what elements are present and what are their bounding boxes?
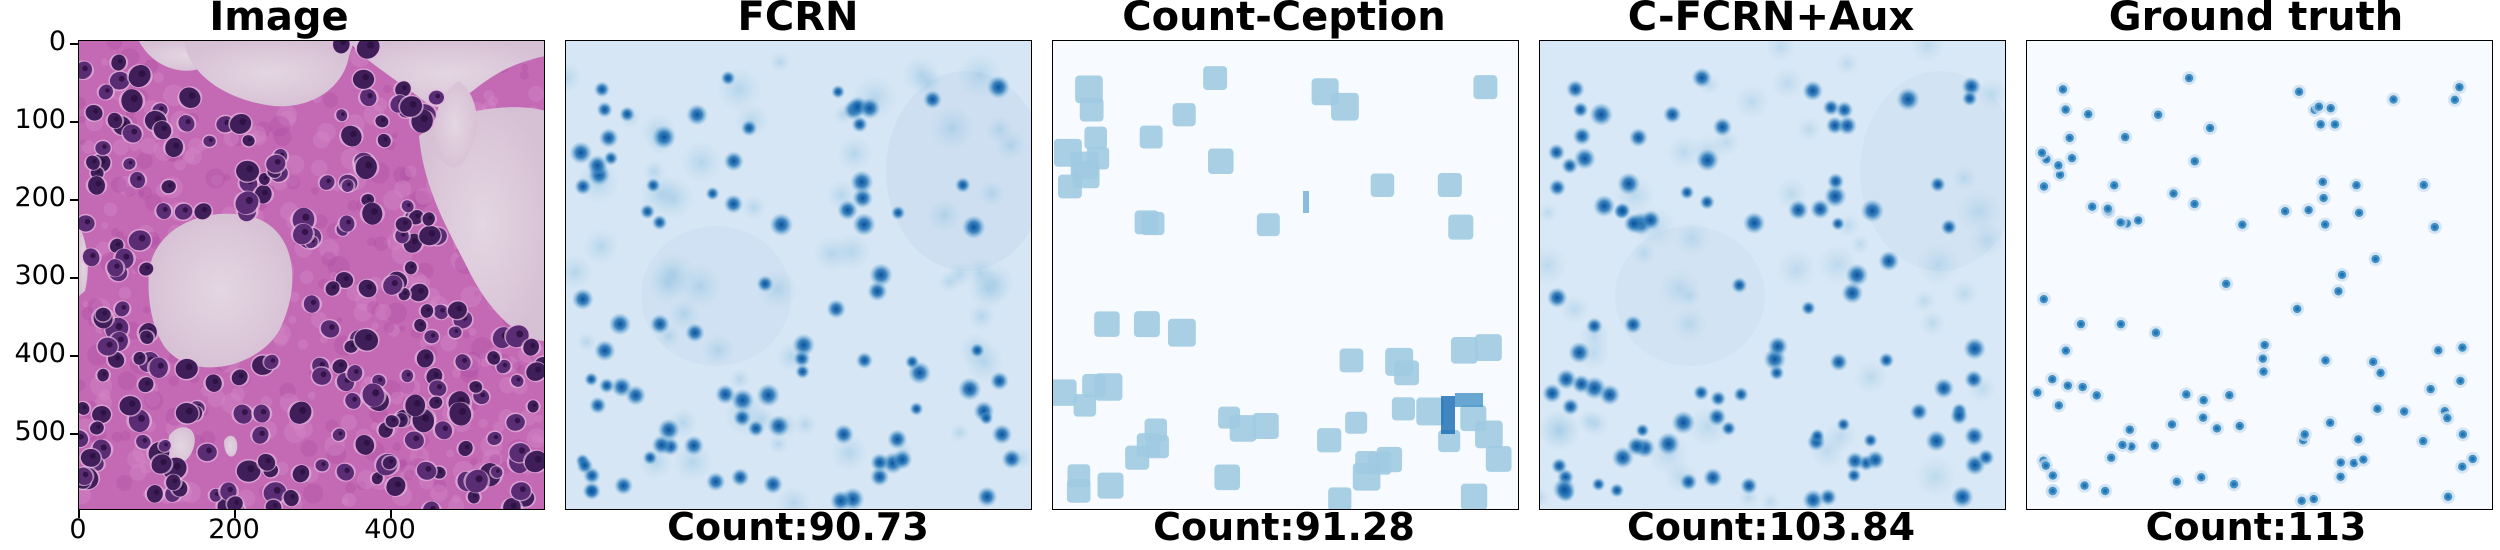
ground-truth-map-panel xyxy=(2026,40,2493,510)
cell-nuclei xyxy=(79,41,544,509)
ground-truth-dots xyxy=(2030,71,2480,508)
fcrn-density-map-panel xyxy=(565,40,1032,510)
y-tickmark xyxy=(70,199,78,201)
count-fcrn: Count:90.73 xyxy=(667,505,929,549)
x-tick-0: 0 xyxy=(69,514,87,545)
panel-title-countception: Count-Ception xyxy=(1122,0,1446,40)
y-tickmark xyxy=(70,355,78,357)
y-tick-300: 300 xyxy=(14,260,66,291)
y-tick-500: 500 xyxy=(14,416,66,447)
x-tickmark xyxy=(234,510,236,518)
countception-map-panel xyxy=(1052,40,1519,510)
panel-title-cfcrn-aux: C-FCRN+Aux xyxy=(1627,0,1915,40)
y-tickmark xyxy=(70,43,78,45)
countception-map xyxy=(1053,41,1518,509)
microscopy-image xyxy=(79,41,544,509)
y-tick-100: 100 xyxy=(14,104,66,135)
count-ground-truth: Count:113 xyxy=(2145,505,2367,549)
y-tickmark xyxy=(70,433,78,435)
fcrn-density-blobs xyxy=(566,51,1031,509)
y-tick-200: 200 xyxy=(14,182,66,213)
x-tick-200: 200 xyxy=(208,514,260,545)
panel-title-fcrn: FCRN xyxy=(737,0,859,40)
x-tickmark xyxy=(78,510,80,518)
y-tick-400: 400 xyxy=(14,338,66,369)
cfcrn-aux-density-blobs xyxy=(1540,41,2005,509)
count-cfcrn-aux: Count:103.84 xyxy=(1626,505,1916,549)
x-tickmark xyxy=(390,510,392,518)
ground-truth-map xyxy=(2027,41,2492,509)
panel-title-image: Image xyxy=(209,0,349,40)
y-tick-0: 0 xyxy=(48,26,66,57)
x-tick-400: 400 xyxy=(364,514,416,545)
countception-count-boxes xyxy=(1053,66,1512,509)
panel-title-ground-truth: Ground truth xyxy=(2108,0,2404,40)
cfcrn-aux-density-map xyxy=(1540,41,2005,509)
cfcrn-aux-density-map-panel xyxy=(1539,40,2006,510)
count-countception: Count:91.28 xyxy=(1153,505,1415,549)
fcrn-density-map xyxy=(566,41,1031,509)
microscopy-image-panel xyxy=(78,40,545,510)
y-tickmark xyxy=(70,121,78,123)
y-tickmark xyxy=(70,277,78,279)
